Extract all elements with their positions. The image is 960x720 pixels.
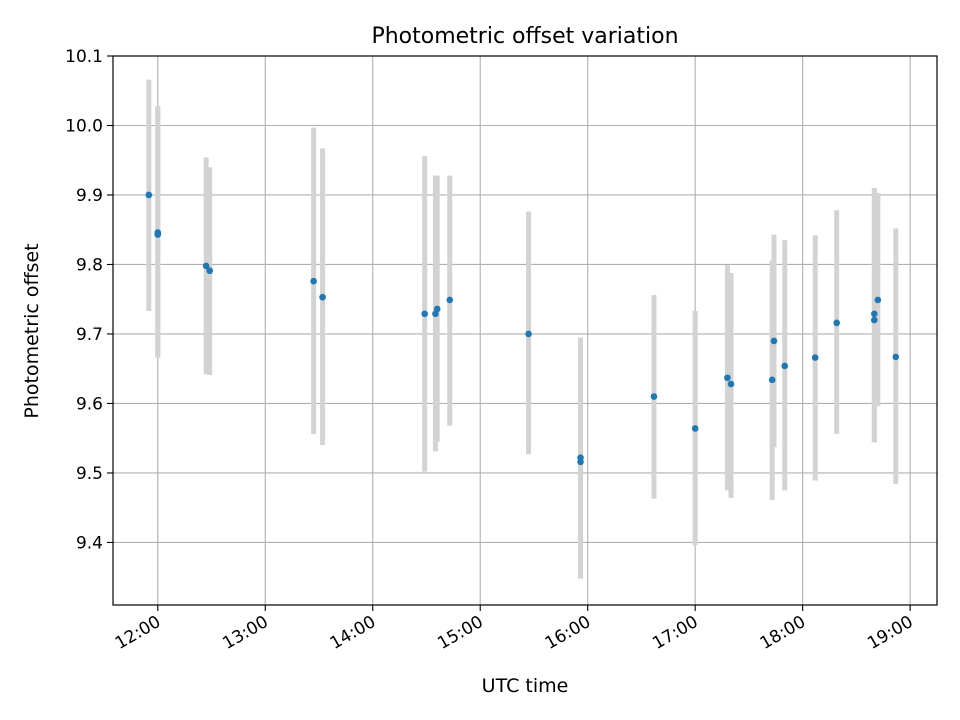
y-axis-ticks: 9.4 9.5 9.6 9.7 9.8 9.9 10.0 10.1 xyxy=(65,47,113,553)
data-point xyxy=(892,353,900,361)
data-point xyxy=(154,231,162,238)
data-point xyxy=(650,393,658,400)
data-point xyxy=(727,380,735,388)
grid xyxy=(113,55,937,605)
data-point xyxy=(691,425,699,432)
data-point xyxy=(206,267,214,275)
data-point xyxy=(724,374,731,382)
data-point xyxy=(781,362,789,370)
chart-title: Photometric offset variation xyxy=(371,24,678,49)
y-tick-label: 9.9 xyxy=(76,186,103,206)
y-tick-label: 10.0 xyxy=(65,116,103,136)
y-tick-label: 9.7 xyxy=(76,325,103,345)
x-axis-label: UTC time xyxy=(482,675,569,697)
y-axis-label: Photometric offset xyxy=(21,243,43,418)
y-tick-label: 9.8 xyxy=(76,255,103,275)
data-point xyxy=(871,316,878,324)
data-point xyxy=(811,354,819,361)
data-point xyxy=(310,277,317,285)
data-point xyxy=(577,458,584,466)
data-point xyxy=(421,310,428,318)
data-point xyxy=(202,262,210,270)
data-points xyxy=(145,191,900,466)
data-point xyxy=(433,305,441,313)
data-point xyxy=(871,310,878,318)
plot-frame xyxy=(112,55,938,606)
y-tick-label: 9.4 xyxy=(76,533,103,553)
data-point xyxy=(319,293,326,301)
data-point xyxy=(768,376,776,384)
data-point xyxy=(833,319,840,327)
data-point xyxy=(770,337,778,345)
data-point xyxy=(446,296,454,304)
y-tick-label: 10.1 xyxy=(65,47,103,67)
data-point xyxy=(525,330,532,338)
data-point xyxy=(145,191,153,199)
y-tick-label: 9.5 xyxy=(76,464,103,484)
y-tick-label: 9.6 xyxy=(76,394,103,414)
data-point xyxy=(874,296,882,304)
